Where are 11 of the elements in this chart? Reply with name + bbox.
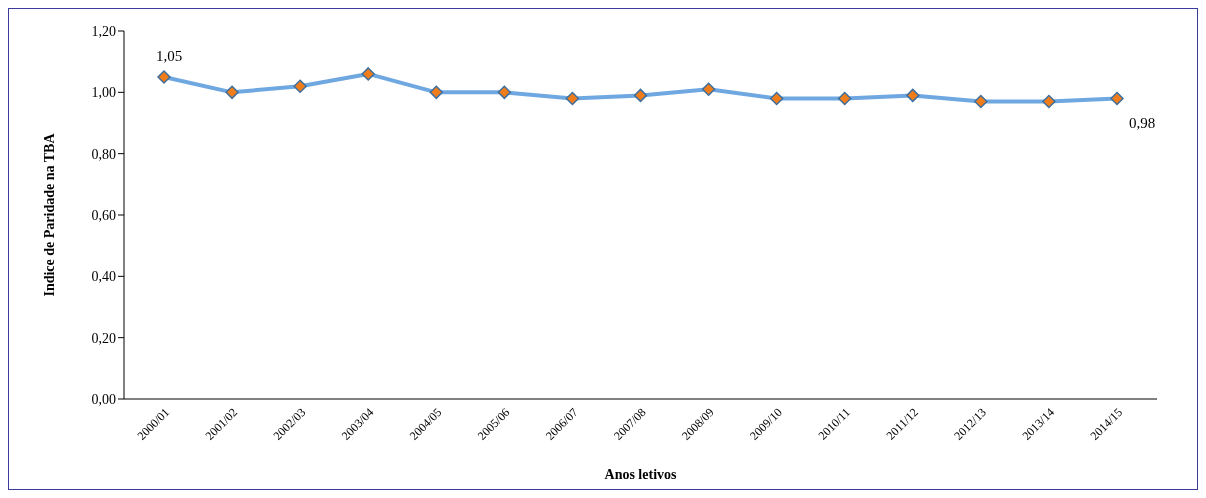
x-axis-title: Anos letivos [604,467,678,482]
y-tick-label: 0,80 [91,146,116,162]
y-tick-label: 1,20 [91,23,116,39]
data-label: 1,05 [155,48,183,64]
y-axis-title: Indice de Paridade na TBA [41,132,57,297]
y-tick-label: 0,00 [91,391,116,407]
y-tick-label: 1,00 [91,85,116,101]
data-label: 0,98 [1128,115,1156,132]
y-tick-label: 0,40 [91,269,116,285]
y-tick-label: 0,60 [91,207,116,223]
y-tick-label: 0,20 [91,330,116,346]
